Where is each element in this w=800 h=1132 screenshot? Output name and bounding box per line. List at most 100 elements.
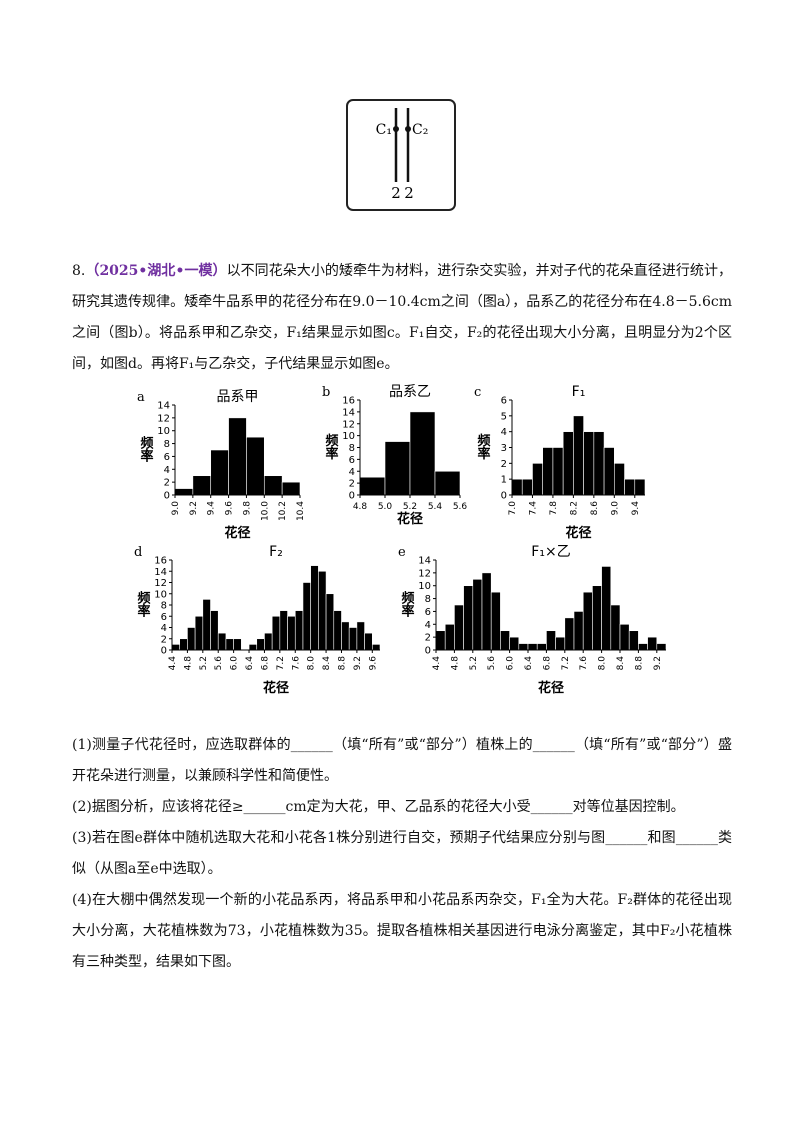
y-tick-label: 16	[342, 396, 355, 407]
gene-locus	[405, 126, 411, 132]
bar	[546, 630, 556, 651]
bar	[634, 478, 646, 496]
x-tick-label: 9.2	[353, 656, 363, 670]
bar	[582, 591, 593, 651]
y-tick-label: 8	[425, 594, 431, 605]
bar	[656, 643, 667, 651]
y-tick-label: 5	[501, 411, 507, 422]
y-tick-label: 6	[501, 396, 507, 407]
bar	[509, 636, 520, 651]
x-tick-label: 9.8	[242, 501, 252, 516]
bar	[210, 449, 229, 496]
panel-label: d	[134, 545, 142, 560]
sub-question: (3)若在图e群体中随机选取大花和小花各1株分别进行自交，预期子代结果应分别与图…	[72, 830, 732, 877]
question-text: 以不同花朵大小的矮牵牛为材料，进行杂交实验，并对子代的花朵直径进行统计，研究其遗…	[72, 263, 732, 372]
y-tick-label: 2	[164, 478, 170, 489]
bar	[552, 447, 564, 496]
y-tick-label: 4	[161, 623, 167, 634]
bar	[294, 610, 304, 651]
x-axis-label: 花径	[263, 680, 289, 696]
x-tick-label: 5.4	[428, 502, 443, 512]
x-tick-label: 5.6	[487, 656, 497, 671]
x-tick-label: 4.8	[353, 502, 368, 512]
x-tick-label: 6.4	[245, 656, 255, 671]
x-axis-label: 花径	[224, 525, 250, 541]
bar	[409, 411, 436, 496]
y-tick-label: 14	[342, 407, 355, 418]
x-tick-label: 9.6	[368, 656, 378, 671]
bar	[348, 627, 358, 651]
bar	[562, 431, 574, 496]
x-tick-label: 8.8	[634, 656, 644, 671]
x-tick-label: 9.4	[207, 501, 217, 516]
x-tick-label: 5.6	[214, 656, 224, 671]
y-tick-label: 0	[161, 646, 167, 657]
y-tick-label: 2	[161, 634, 167, 645]
y-tick-label: 12	[154, 578, 167, 589]
bar	[628, 630, 639, 651]
bar	[333, 610, 342, 651]
panel-label: a	[137, 390, 145, 405]
x-tick-label: 9.2	[653, 656, 663, 670]
x-tick-label: 8.0	[598, 656, 608, 671]
x-tick-label: 5.6	[453, 502, 468, 512]
x-tick-label: 9.2	[189, 501, 199, 515]
bar	[601, 566, 612, 651]
x-tick-label: 5.2	[403, 502, 417, 512]
y-tick-label: 2	[349, 479, 355, 490]
bar	[647, 636, 658, 651]
y-tick-label: 3	[501, 443, 507, 454]
y-tick-label: 4	[164, 465, 170, 476]
bar	[225, 638, 234, 651]
bar	[527, 643, 538, 651]
bar	[171, 644, 181, 651]
y-tick-label: 8	[161, 601, 167, 612]
bar	[434, 470, 461, 496]
y-tick-label: 10	[342, 431, 355, 442]
bar	[592, 585, 602, 651]
bar	[454, 604, 464, 651]
bar	[511, 478, 523, 496]
y-tick-label: 10	[157, 426, 170, 437]
x-tick-label: 10.0	[260, 501, 270, 521]
y-tick-label: 10	[154, 589, 167, 600]
gene-label: C₁	[376, 122, 392, 138]
x-tick-label: 7.2	[276, 656, 286, 670]
y-tick-label: 12	[342, 419, 355, 430]
chromosome-number: 2	[404, 184, 414, 202]
x-axis-label: 花径	[538, 680, 564, 696]
x-tick-label: 6.4	[524, 656, 534, 671]
x-tick-label: 10.4	[296, 501, 306, 521]
gene-locus	[393, 126, 399, 132]
x-tick-label: 6.0	[230, 656, 240, 671]
x-tick-label: 5.2	[199, 656, 209, 670]
y-axis-label: 频率	[399, 590, 415, 618]
bar	[542, 447, 554, 496]
bar	[536, 643, 547, 651]
x-tick-label: 8.0	[307, 656, 317, 671]
bar	[271, 615, 281, 651]
bar	[603, 447, 615, 496]
bar	[264, 632, 273, 651]
y-tick-label: 14	[418, 556, 431, 567]
bar	[532, 463, 543, 496]
chart-title: F₁	[572, 384, 586, 400]
y-tick-label: 1	[501, 475, 507, 486]
bar	[318, 570, 327, 651]
bar	[210, 610, 219, 651]
y-axis-label: 频率	[135, 590, 151, 618]
y-tick-label: 4	[349, 467, 355, 478]
chart-title: F₁×乙	[531, 544, 570, 560]
bar	[287, 615, 296, 651]
x-tick-label: 7.4	[528, 501, 538, 516]
sub-question: (2)据图分析，应该将花径≥______cm定为大花，甲、乙品系的花径大小受__…	[72, 799, 685, 815]
bar	[564, 617, 575, 651]
panel-label: c	[474, 385, 481, 400]
y-tick-label: 6	[425, 607, 431, 618]
y-tick-label: 6	[161, 612, 167, 623]
figure-frame	[346, 99, 456, 211]
bar	[614, 463, 625, 496]
bar	[281, 481, 301, 496]
y-tick-label: 14	[157, 401, 170, 412]
